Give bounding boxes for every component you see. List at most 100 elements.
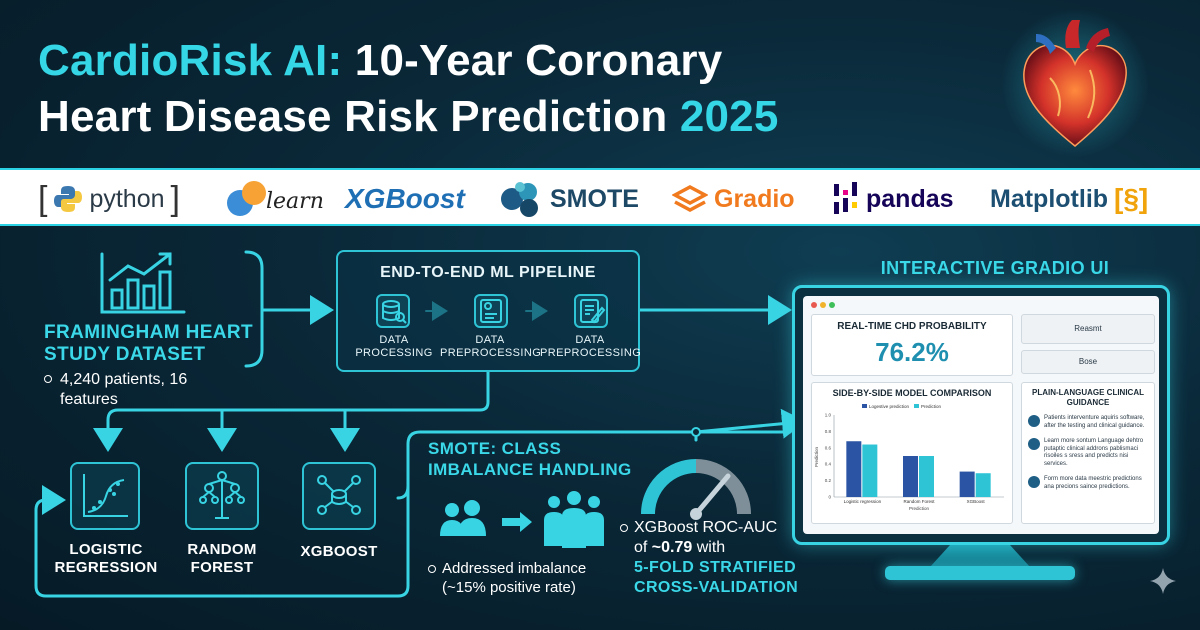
probability-panel: REAL-TIME CHD PROBABILITY 76.2% xyxy=(811,314,1013,376)
chart-bar xyxy=(959,471,975,497)
secondary-button[interactable]: Bose xyxy=(1021,350,1155,374)
smote-icon xyxy=(501,182,538,217)
pipeline-title: END-TO-END ML PIPELINE xyxy=(380,264,596,281)
smote-detail: Addressed imbalance (~15% positive rate) xyxy=(428,560,608,598)
reassess-button[interactable]: Reasmt xyxy=(1021,314,1155,344)
gauge-icon xyxy=(641,459,751,520)
xgboost-tile xyxy=(302,462,376,530)
xgboost-model-label: XGBOOST xyxy=(300,543,378,560)
chart-y-tick: 0.2 xyxy=(825,478,832,483)
title-year: 2025 xyxy=(679,92,779,141)
metric-line-2: of ~0.79 with xyxy=(620,538,810,558)
tree-icon xyxy=(199,471,245,519)
matplotlib-logo-text: Matplotlib xyxy=(990,184,1109,213)
bullet-icon xyxy=(620,524,628,532)
chart-bar xyxy=(975,473,991,497)
preprocessing-icon xyxy=(474,294,508,328)
matplotlib-icon: [§] xyxy=(1114,183,1149,214)
chart-legend-swatch xyxy=(914,404,919,408)
chart-bar xyxy=(846,441,862,497)
monitor: REAL-TIME CHD PROBABILITY 76.2% Reasmt B… xyxy=(792,285,1170,545)
metric-block: XGBoost ROC-AUC of ~0.79 with 5-FOLD STR… xyxy=(620,518,810,598)
metric-roc-auc-value: ~0.79 xyxy=(651,539,693,556)
monitor-stand xyxy=(930,545,1030,567)
smote-detail-text: Addressed imbalance (~15% positive rate) xyxy=(442,560,587,596)
dataset-detail: 4,240 patients, 16 features xyxy=(44,370,214,410)
title-brand: CardioRisk AI: xyxy=(38,36,343,85)
dataset-title: FRAMINGHAM HEART STUDY DATASET xyxy=(44,322,254,365)
ui-section-title: INTERACTIVE GRADIO UI xyxy=(880,258,1110,278)
python-logo: [ python ] xyxy=(38,179,180,218)
network-icon xyxy=(317,475,361,515)
secondary-button-label: Bose xyxy=(1078,357,1098,366)
logistic-regression-tile xyxy=(70,462,140,530)
dataset-detail-text: 4,240 patients, 16 features xyxy=(60,371,188,408)
bullet-icon xyxy=(428,565,436,573)
guidance-title: PLAIN-LANGUAGE CLINICAL GUIDANCE xyxy=(1032,388,1144,407)
window-max-dot xyxy=(829,302,835,308)
metric-line-4: CROSS-VALIDATION xyxy=(634,579,799,596)
guidance-list: Patients interventure aquiris software, … xyxy=(1028,415,1150,491)
people-groups-icon xyxy=(440,491,604,548)
xgboost-logo: XGBoost xyxy=(345,170,465,228)
chart-x-tick: XGBoost xyxy=(967,499,986,504)
gradio-logo-text: Gradio xyxy=(714,184,795,213)
chart-y-tick: 0 xyxy=(828,495,831,500)
probability-label: REAL-TIME CHD PROBABILITY xyxy=(837,321,987,332)
guidance-panel: PLAIN-LANGUAGE CLINICAL GUIDANCE Patient… xyxy=(1021,382,1155,524)
guidance-item: Form more data meestric predictions ana … xyxy=(1028,476,1150,491)
window-close-dot xyxy=(811,302,817,308)
title-line-2: Heart Disease Risk Prediction 2025 xyxy=(38,92,779,142)
logistic-regression-label: LOGISTIC REGRESSION xyxy=(54,541,158,576)
python-logo-text: python xyxy=(89,184,165,213)
logistic-curve-icon xyxy=(83,474,128,517)
smote-title: SMOTE: CLASS IMBALANCE HANDLING xyxy=(428,438,648,481)
document-edit-icon xyxy=(574,294,608,328)
gradio-logo: Gradio xyxy=(672,170,795,228)
probability-value: 76.2% xyxy=(875,337,949,367)
chart-x-label: Prediction xyxy=(909,506,930,511)
pandas-icon xyxy=(834,182,857,214)
pipeline-step-3: DATA PREPROCESSING xyxy=(540,334,642,360)
comparison-title: SIDE-BY-SIDE MODEL COMPARISON xyxy=(832,388,992,398)
smote-title-bold: SMOTE: xyxy=(428,439,497,458)
reassess-button-label: Reasmt xyxy=(1074,324,1102,333)
comparison-panel: SIDE-BY-SIDE MODEL COMPARISON 0 0.2 0.4 0.6… xyxy=(811,382,1013,524)
sparkle-icon xyxy=(1150,568,1176,594)
bullet-icon xyxy=(44,375,52,383)
heart-icon xyxy=(1001,9,1149,157)
pandas-logo: pandas xyxy=(832,170,954,228)
chart-y-tick: 0.4 xyxy=(825,462,832,467)
scikit-small-text: scikit xyxy=(274,181,294,191)
chart-bar xyxy=(919,456,934,497)
xgboost-logo-text: XGBoost xyxy=(345,183,465,214)
smote-logo-text: SMOTE xyxy=(550,184,639,213)
chart-x-tick: Logistic regression xyxy=(844,499,882,504)
chart-y-tick: 1.0 xyxy=(825,413,832,418)
guidance-item-text: Learn more sontum Language dehtro putapt… xyxy=(1044,438,1144,467)
chart-y-tick: 0.6 xyxy=(825,445,832,450)
gradio-screen: REAL-TIME CHD PROBABILITY 76.2% Reasmt B… xyxy=(803,296,1159,534)
guidance-item-text: Form more data meestric predictions ana … xyxy=(1044,476,1142,490)
guidance-icon xyxy=(1028,476,1040,488)
title-line-2-text: Heart Disease Risk Prediction xyxy=(38,92,668,141)
metric-line-2-pre: of xyxy=(634,539,648,556)
matplotlib-logo: Matplotlib [§] xyxy=(990,170,1148,228)
guidance-item: Learn more sontum Language dehtro putapt… xyxy=(1028,438,1150,468)
scikit-learn-logo: scikit learn xyxy=(226,170,334,228)
guidance-item-text: Patients interventure aquiris software, … xyxy=(1044,415,1145,429)
smote-title-rest: CLASS IMBALANCE HANDLING xyxy=(428,439,632,480)
gradio-icon xyxy=(672,185,708,212)
smote-logo: SMOTE xyxy=(498,170,639,228)
chart-y-label: Prediction xyxy=(814,447,819,468)
window-min-dot xyxy=(820,302,826,308)
guidance-icon xyxy=(1028,438,1040,450)
chart-legend-label: Prediction xyxy=(921,404,942,409)
chart-bar xyxy=(862,444,878,497)
scikit-learn-text: learn xyxy=(266,189,324,214)
chart-bar xyxy=(903,456,918,497)
metric-line-2-post: with xyxy=(696,539,726,556)
pandas-logo-text: pandas xyxy=(866,184,954,213)
metric-line-1: XGBoost ROC-AUC xyxy=(634,519,778,536)
